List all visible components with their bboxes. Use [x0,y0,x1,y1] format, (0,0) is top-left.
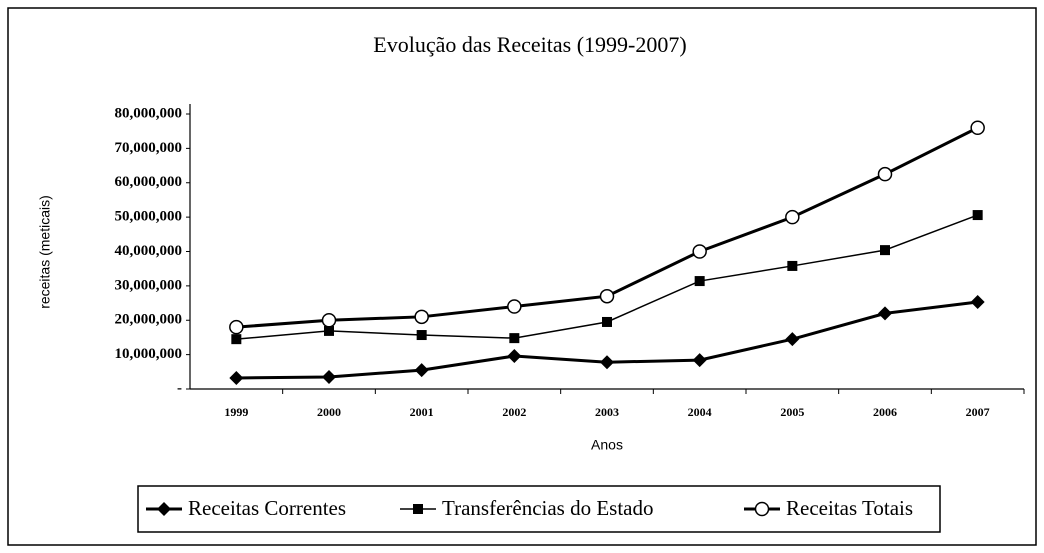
data-point [787,260,798,271]
y-axis-label: receitas (meticais) [37,195,53,309]
x-tick-label: 2002 [502,405,526,419]
legend-marker [157,502,171,516]
data-point [231,334,242,345]
legend-label: Receitas Correntes [188,496,346,520]
data-point [229,319,244,335]
y-tick-label: 40,000,000 [115,243,183,259]
legend-marker [754,501,770,517]
chart-title: Evolução das Receitas (1999-2007) [373,32,686,57]
x-tick-label: 2006 [873,405,897,419]
data-point [602,316,612,327]
y-tick-label: 70,000,000 [115,140,183,156]
chart-border [7,7,1037,546]
y-tick-label: 30,000,000 [115,277,183,293]
y-tick-label: 50,000,000 [115,209,183,225]
data-point [507,299,522,314]
y-tick-label: 10,000,000 [115,346,183,362]
data-point [880,245,890,256]
x-tick-label: 1999 [224,405,248,419]
data-point [877,166,893,182]
x-tick-label: 2005 [780,405,804,419]
data-point [414,309,429,325]
data-point [878,306,892,321]
y-tick-label: - [177,380,182,396]
data-point [324,325,334,336]
x-tick-label: 2003 [595,405,619,419]
x-tick-label: 2004 [688,405,712,419]
legend-label: Receitas Totais [786,496,913,520]
data-point [414,363,429,378]
data-point [599,288,615,304]
data-point [322,369,336,384]
data-point [785,209,800,225]
data-point [970,120,985,135]
legend-label: Transferências do Estado [442,496,654,520]
x-axis-label: Anos [591,437,623,453]
y-tick-label: 80,000,000 [115,105,183,121]
data-point [416,330,427,341]
data-point [692,353,707,368]
data-point [970,295,985,310]
legend-marker [413,504,423,514]
data-point [694,276,705,287]
data-point [509,333,520,344]
x-tick-label: 2007 [966,405,990,419]
legend-box [137,485,941,533]
data-point [785,332,800,347]
data-point [972,210,983,221]
data-point [692,244,707,259]
data-point [507,349,522,363]
x-tick-label: 2000 [317,405,341,419]
data-point [229,371,244,385]
data-point [321,313,337,328]
y-tick-label: 20,000,000 [115,312,183,328]
data-point [600,355,614,370]
y-tick-label: 60,000,000 [115,174,183,190]
x-tick-label: 2001 [410,405,434,419]
